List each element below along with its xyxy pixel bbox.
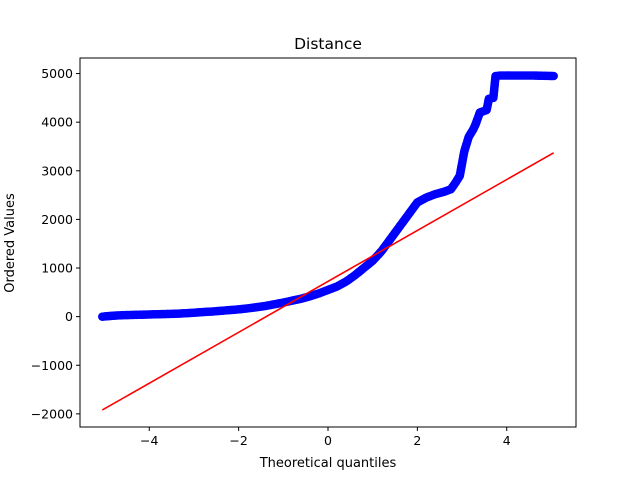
x-tick-label: −4 (140, 433, 158, 448)
y-tick-label: 4000 (41, 115, 73, 130)
y-tick-label: 5000 (41, 66, 73, 81)
x-tick-label: 0 (324, 433, 332, 448)
y-axis-title: Ordered Values (3, 193, 18, 293)
data-point (549, 71, 558, 81)
x-tick-label: 2 (413, 433, 421, 448)
y-tick-label: −1000 (31, 358, 73, 373)
x-tick-label: −2 (229, 433, 247, 448)
y-tick-label: 0 (65, 309, 73, 324)
x-axis: −4 −2 0 2 4 (140, 427, 511, 448)
x-tick-label: 4 (503, 433, 511, 448)
y-tick-label: 1000 (41, 261, 73, 276)
x-axis-title: Theoretical quantiles (259, 456, 397, 471)
chart-title: Distance (294, 35, 362, 53)
y-tick-label: −2000 (31, 406, 73, 421)
plot-area (98, 71, 558, 411)
y-axis: −2000 −1000 0 1000 2000 3000 4000 5000 (31, 66, 80, 421)
y-tick-label: 3000 (41, 163, 73, 178)
y-tick-label: 2000 (41, 212, 73, 227)
reference-line (101, 152, 555, 411)
